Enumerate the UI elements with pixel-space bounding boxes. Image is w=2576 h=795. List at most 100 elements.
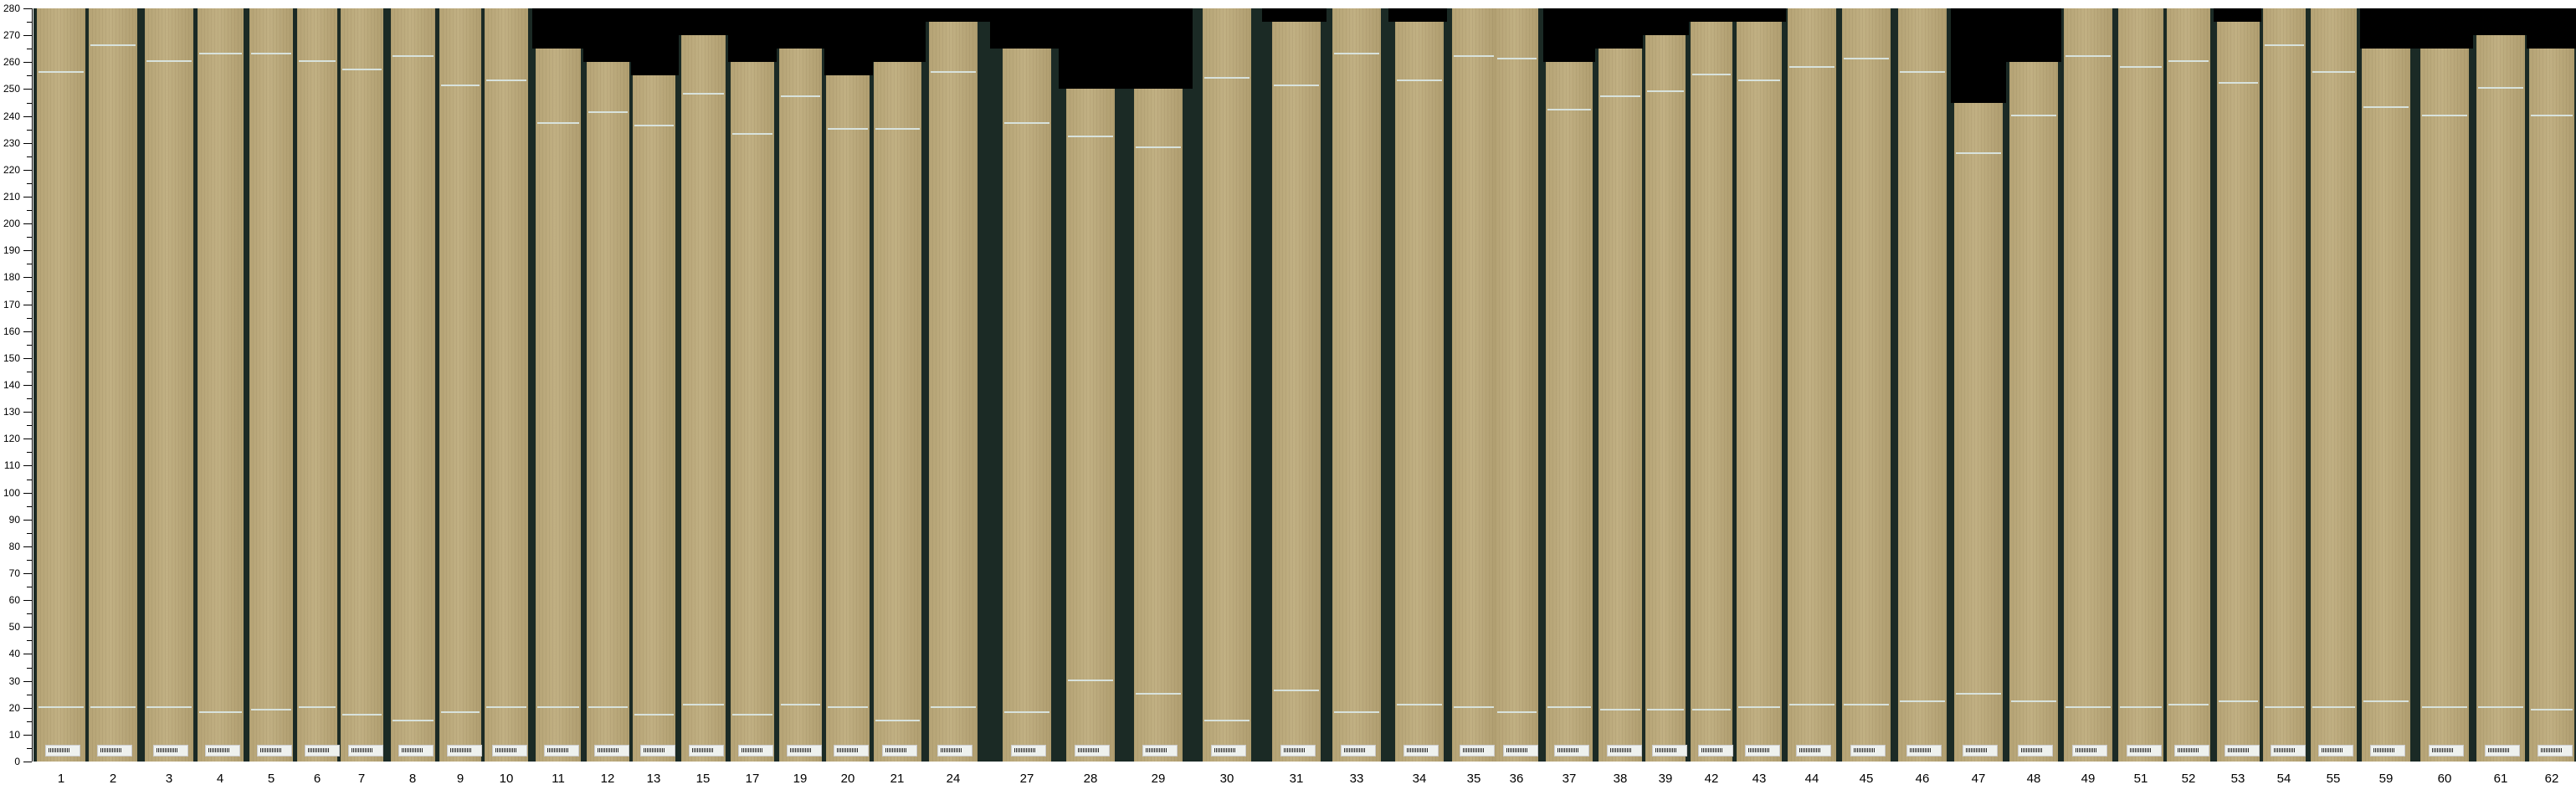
board-slot — [990, 49, 1059, 762]
measurement-mark — [2065, 54, 2111, 57]
y-tick — [27, 344, 32, 346]
board-number-label: 12 — [600, 772, 615, 786]
veneer-board — [632, 75, 675, 762]
board-slot — [776, 49, 824, 762]
y-tick — [23, 142, 32, 144]
barcode-label — [45, 745, 81, 757]
board-slot — [1495, 8, 1543, 762]
barcode-label — [1280, 745, 1316, 757]
y-tick-label: 220 — [3, 163, 20, 176]
measurement-mark — [732, 714, 772, 716]
y-tick-label: 240 — [3, 110, 20, 122]
y-tick — [27, 156, 32, 157]
measurement-mark — [875, 719, 920, 721]
measurement-mark — [299, 705, 336, 708]
board-slot — [2472, 35, 2527, 762]
barcode-label — [786, 745, 822, 757]
y-tick — [23, 465, 32, 467]
board-number-label: 46 — [1915, 772, 1930, 786]
board-slot — [1446, 8, 1496, 762]
veneer-board — [297, 8, 340, 762]
measurement-mark — [1068, 136, 1113, 138]
veneer-board — [2310, 8, 2357, 762]
measurement-mark — [1274, 690, 1319, 692]
measurement-mark — [485, 79, 527, 81]
measurement-mark — [1496, 58, 1537, 60]
board-slot — [678, 35, 728, 762]
veneer-board — [2167, 8, 2210, 762]
board-number-label: 5 — [267, 772, 275, 786]
y-tick — [23, 600, 32, 602]
board-slot — [1124, 89, 1193, 762]
measurement-mark — [2312, 71, 2355, 74]
veneer-board — [390, 8, 435, 762]
veneer-board — [2009, 62, 2058, 762]
board-slot — [1542, 62, 1595, 762]
veneer-board — [2529, 49, 2574, 762]
board-number-label: 4 — [216, 772, 224, 786]
measurement-mark — [682, 92, 724, 95]
measurement-mark — [198, 52, 242, 54]
measurement-mark — [485, 705, 527, 708]
barcode-label — [153, 745, 189, 757]
board-number-label: 39 — [1658, 772, 1673, 786]
veneer-board — [2362, 49, 2410, 762]
board-number-label: 36 — [1509, 772, 1524, 786]
board-number-label: 37 — [1562, 772, 1577, 786]
y-tick-label: 180 — [3, 271, 20, 284]
measurement-mark — [2478, 705, 2523, 708]
board-slot — [630, 75, 679, 762]
measurement-mark — [536, 705, 580, 708]
board-number-label: 33 — [1349, 772, 1364, 786]
board-slot — [141, 8, 195, 762]
measurement-mark — [146, 60, 192, 63]
y-tick — [23, 89, 32, 90]
measurement-mark — [1454, 705, 1494, 708]
barcode-label — [639, 745, 675, 757]
board-slot — [1643, 35, 1689, 762]
y-tick — [23, 519, 32, 521]
measurement-mark — [2531, 708, 2573, 710]
y-tick — [27, 721, 32, 722]
y-axis-line — [32, 8, 33, 762]
y-tick — [23, 357, 32, 359]
board-slot — [2060, 8, 2115, 762]
board-number-label: 15 — [695, 772, 711, 786]
board-slot — [33, 8, 87, 762]
veneer-board — [929, 22, 978, 762]
y-tick-label: 190 — [3, 244, 20, 257]
board-slot — [387, 8, 437, 762]
measurement-mark — [682, 703, 724, 705]
board-number-label: 29 — [1151, 772, 1166, 786]
board-slot — [872, 62, 926, 762]
veneer-board — [439, 8, 482, 762]
y-tick-label: 20 — [8, 701, 20, 714]
y-tick-label: 120 — [3, 433, 20, 445]
veneer-board — [2476, 35, 2525, 762]
board-slot — [2006, 62, 2061, 762]
y-tick — [27, 317, 32, 319]
y-tick-label: 70 — [8, 567, 20, 579]
measurement-mark — [2264, 705, 2304, 708]
board-slot — [1388, 22, 1447, 762]
board-number-label: 2 — [109, 772, 117, 786]
barcode-label — [1554, 745, 1590, 757]
measurement-mark — [2531, 114, 2573, 116]
measurement-mark — [828, 705, 868, 708]
y-tick-label: 30 — [8, 674, 20, 687]
barcode-label — [1906, 745, 1942, 757]
board-number-label: 42 — [1704, 772, 1719, 786]
measurement-mark — [251, 708, 291, 710]
board-number-label: 21 — [890, 772, 905, 786]
barcode-label — [2485, 745, 2521, 757]
board-number-label: 48 — [2026, 772, 2041, 786]
barcode-label — [1211, 745, 1247, 757]
board-number-label: 45 — [1859, 772, 1874, 786]
y-tick-label: 170 — [3, 298, 20, 310]
y-tick — [27, 398, 32, 400]
board-slot — [2359, 49, 2415, 762]
board-slot — [194, 8, 246, 762]
y-tick-label: 0 — [14, 756, 20, 767]
measurement-mark — [198, 711, 242, 714]
measurement-mark — [588, 111, 628, 114]
